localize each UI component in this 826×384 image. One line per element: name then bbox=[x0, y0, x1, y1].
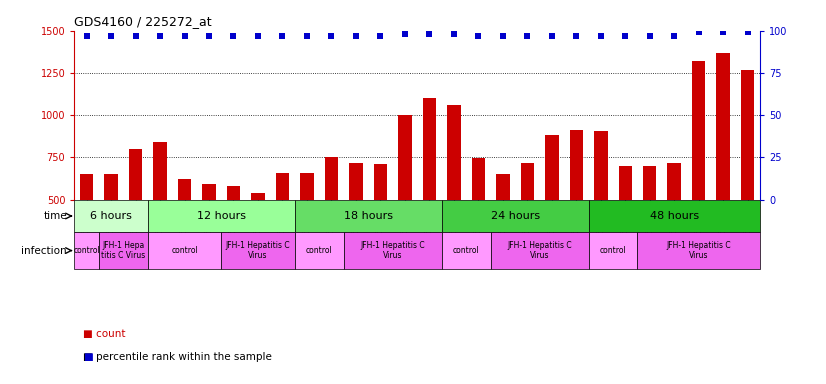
Bar bbox=[447, 105, 461, 200]
Point bbox=[325, 33, 338, 39]
Point bbox=[692, 29, 705, 35]
Bar bbox=[398, 115, 411, 200]
Bar bbox=[276, 174, 289, 200]
Bar bbox=[520, 162, 534, 200]
Point bbox=[643, 33, 657, 39]
Text: control: control bbox=[171, 246, 198, 255]
Bar bbox=[99, 232, 148, 269]
Bar bbox=[251, 193, 264, 200]
Bar bbox=[545, 136, 558, 200]
Bar bbox=[104, 174, 118, 200]
Bar bbox=[588, 200, 760, 232]
Point bbox=[80, 33, 93, 39]
Bar bbox=[373, 164, 387, 200]
Bar bbox=[74, 232, 99, 269]
Text: control: control bbox=[74, 246, 100, 255]
Bar bbox=[295, 200, 442, 232]
Point bbox=[374, 33, 387, 39]
Point bbox=[423, 31, 436, 37]
Bar bbox=[80, 174, 93, 200]
Text: control: control bbox=[306, 246, 333, 255]
Text: JFH-1 Hepatitis C
Virus: JFH-1 Hepatitis C Virus bbox=[360, 241, 425, 260]
Text: 24 hours: 24 hours bbox=[491, 211, 539, 221]
Bar bbox=[588, 232, 638, 269]
Point bbox=[251, 33, 264, 39]
Text: JFH-1 Hepa
titis C Virus: JFH-1 Hepa titis C Virus bbox=[102, 241, 145, 260]
Point bbox=[301, 33, 314, 39]
Text: ■ count: ■ count bbox=[83, 329, 125, 339]
Text: 12 hours: 12 hours bbox=[197, 211, 246, 221]
Point bbox=[276, 33, 289, 39]
Text: control: control bbox=[453, 246, 479, 255]
Bar bbox=[491, 232, 589, 269]
Point bbox=[178, 33, 191, 39]
Point bbox=[129, 33, 142, 39]
Bar bbox=[344, 232, 442, 269]
Bar bbox=[741, 70, 754, 200]
Bar bbox=[423, 98, 436, 200]
Bar bbox=[619, 166, 632, 200]
Text: ■ percentile rank within the sample: ■ percentile rank within the sample bbox=[83, 352, 272, 362]
Bar bbox=[148, 200, 295, 232]
Point bbox=[741, 29, 754, 35]
Point bbox=[227, 33, 240, 39]
Point bbox=[594, 33, 607, 39]
Bar bbox=[202, 184, 216, 200]
Bar bbox=[638, 232, 760, 269]
Bar bbox=[74, 200, 148, 232]
Bar bbox=[129, 149, 142, 200]
Bar bbox=[325, 157, 338, 200]
Point bbox=[520, 33, 534, 39]
Point bbox=[472, 33, 485, 39]
Text: GDS4160 / 225272_at: GDS4160 / 225272_at bbox=[74, 15, 212, 28]
Text: JFH-1 Hepatitis C
Virus: JFH-1 Hepatitis C Virus bbox=[507, 241, 572, 260]
Bar bbox=[295, 232, 344, 269]
Text: time: time bbox=[44, 211, 67, 221]
Text: control: control bbox=[600, 246, 626, 255]
Text: 48 hours: 48 hours bbox=[650, 211, 699, 221]
Point bbox=[570, 33, 583, 39]
Point bbox=[717, 29, 730, 35]
Bar bbox=[148, 232, 221, 269]
Bar bbox=[349, 162, 363, 200]
Text: 18 hours: 18 hours bbox=[344, 211, 392, 221]
Text: 6 hours: 6 hours bbox=[90, 211, 132, 221]
Bar bbox=[227, 186, 240, 200]
Bar bbox=[594, 131, 607, 200]
Bar bbox=[300, 173, 314, 200]
Point bbox=[104, 33, 117, 39]
Point bbox=[349, 33, 363, 39]
Bar bbox=[570, 131, 583, 200]
Bar bbox=[716, 53, 730, 200]
Bar bbox=[472, 158, 485, 200]
Bar bbox=[667, 163, 681, 200]
Point bbox=[154, 33, 167, 39]
Text: ■: ■ bbox=[83, 352, 93, 362]
Text: JFH-1 Hepatitis C
Virus: JFH-1 Hepatitis C Virus bbox=[225, 241, 290, 260]
Point bbox=[545, 33, 558, 39]
Text: JFH-1 Hepatitis C
Virus: JFH-1 Hepatitis C Virus bbox=[667, 241, 731, 260]
Point bbox=[398, 31, 411, 37]
Bar bbox=[442, 232, 491, 269]
Bar bbox=[442, 200, 588, 232]
Bar bbox=[496, 174, 510, 200]
Point bbox=[667, 33, 681, 39]
Bar bbox=[692, 61, 705, 200]
Point bbox=[202, 33, 216, 39]
Text: infection: infection bbox=[21, 245, 67, 256]
Bar bbox=[643, 166, 657, 200]
Bar bbox=[154, 142, 167, 200]
Point bbox=[496, 33, 510, 39]
Point bbox=[619, 33, 632, 39]
Bar bbox=[178, 179, 192, 200]
Point bbox=[447, 31, 460, 37]
Bar bbox=[221, 232, 295, 269]
